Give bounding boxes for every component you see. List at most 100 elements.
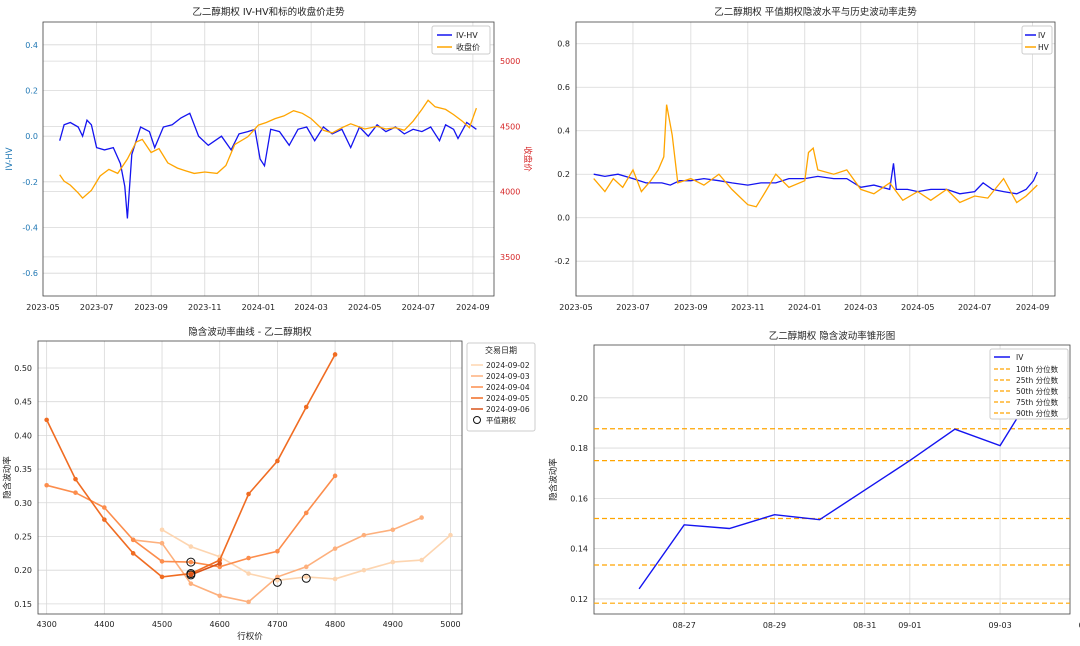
y-tick-label: -0.2 bbox=[22, 178, 38, 187]
data-point bbox=[246, 555, 251, 561]
data-point bbox=[390, 527, 396, 533]
chart-title: 乙二醇期权 隐含波动率锥形图 bbox=[769, 330, 896, 342]
x-tick-label: 08-27 bbox=[673, 621, 696, 630]
chart-iv-smile: 隐含波动率曲线 - 乙二醇期权 0.15 0.20 0.25 0.30 0.35 0.40 0… bbox=[2, 326, 536, 642]
data-point bbox=[390, 559, 396, 565]
y-tick-label: 0.0 bbox=[557, 214, 570, 223]
x-tick-label: 2023-09 bbox=[134, 303, 167, 312]
x-tick-label: 4300 bbox=[36, 620, 56, 629]
legend-label: IV-HV bbox=[456, 31, 478, 40]
legend-label: 2024-09-06 bbox=[486, 405, 530, 414]
series-line-2024-09-06 bbox=[190, 562, 220, 576]
data-point bbox=[303, 510, 309, 516]
chart-iv-hv-close: 乙二醇期权 IV-HV和标的收盘价走势 -0.6 -0.4 -0.2 0.0 0.2 0.4… bbox=[5, 6, 533, 312]
y-tick-label: 0.20 bbox=[14, 566, 32, 575]
data-point bbox=[332, 576, 338, 582]
x-tick-label: 2024-01 bbox=[242, 303, 275, 312]
x-tick-label: 2024-07 bbox=[958, 303, 991, 312]
chart-title: 乙二醇期权 IV-HV和标的收盘价走势 bbox=[192, 6, 345, 18]
x-tick-label: 2024-03 bbox=[844, 303, 877, 312]
atm-marker bbox=[186, 570, 196, 580]
chart-atm-iv-hv: 乙二醇期权 平值期权隐波水平与历史波动率走势 -0.2 0.0 0.2 0.4 0.6 0.… bbox=[554, 6, 1056, 312]
series-line-close-price bbox=[59, 99, 478, 200]
legend-label: 2024-09-02 bbox=[486, 361, 530, 370]
y-tick-label: -0.2 bbox=[554, 257, 570, 266]
y-axis-label: 隐含波动率 bbox=[2, 456, 13, 499]
data-point bbox=[246, 571, 251, 576]
legend-label: IV bbox=[1016, 353, 1024, 362]
x-tick-label: 4500 bbox=[152, 620, 172, 629]
x-tick-label: 2024-01 bbox=[788, 303, 821, 312]
y-tick-label: 0.45 bbox=[14, 398, 32, 407]
y-axis-label: 隐含波动率 bbox=[548, 458, 559, 501]
series-line-iv bbox=[638, 372, 1046, 590]
data-point bbox=[419, 557, 424, 563]
data-point bbox=[419, 515, 424, 520]
legend-label: 2024-09-05 bbox=[486, 394, 530, 403]
y-tick-label: 0.4 bbox=[25, 41, 38, 50]
series-line-2024-09-02 bbox=[161, 529, 452, 582]
x-tick-label: 4900 bbox=[383, 620, 403, 629]
y-tick-label: 0.4 bbox=[557, 127, 570, 136]
data-point bbox=[361, 567, 367, 573]
x-tick-label: 2024-03 bbox=[294, 303, 327, 312]
x-tick-label: 2023-11 bbox=[731, 303, 764, 312]
data-point bbox=[275, 549, 280, 554]
data-point bbox=[332, 352, 338, 357]
legend-label: 90th 分位数 bbox=[1016, 408, 1059, 418]
x-tick-label: 2024-07 bbox=[402, 303, 435, 312]
y2-tick-label: 3500 bbox=[500, 253, 520, 262]
y2-tick-label: 4500 bbox=[500, 122, 520, 131]
x-tick-label: 5000 bbox=[440, 620, 460, 629]
y-tick-label: -0.4 bbox=[22, 224, 38, 233]
legend-label: 10th 分位数 bbox=[1016, 364, 1059, 374]
data-point bbox=[217, 561, 223, 566]
atm-marker bbox=[301, 573, 311, 583]
x-tick-label: 2023-07 bbox=[80, 303, 113, 312]
data-point bbox=[102, 517, 107, 522]
series-line-hv bbox=[593, 104, 1038, 208]
y-axis-label: IV-HV bbox=[5, 147, 15, 170]
legend-label: HV bbox=[1038, 43, 1050, 52]
x-tick-label: 2024-09 bbox=[1016, 303, 1049, 312]
data-point bbox=[188, 581, 194, 586]
y-tick-label: 0.14 bbox=[570, 545, 588, 554]
data-point bbox=[275, 577, 280, 583]
legend-atm-marker bbox=[473, 416, 481, 424]
data-point bbox=[159, 574, 165, 580]
series-line-2024-09-05 bbox=[45, 354, 336, 578]
legend-title: 交易日期 bbox=[485, 345, 517, 355]
data-point bbox=[217, 593, 223, 599]
x-tick-label: 2024-05 bbox=[901, 303, 934, 312]
legend-label: 50th 分位数 bbox=[1016, 386, 1059, 396]
y-tick-label: 0.20 bbox=[570, 394, 588, 403]
data-point bbox=[246, 599, 251, 605]
y-tick-label: 0.0 bbox=[25, 132, 38, 141]
series-line-2024-09-04 bbox=[46, 475, 336, 568]
data-point bbox=[303, 404, 309, 410]
x-tick-label: 4800 bbox=[325, 620, 345, 629]
chart-iv-cone: 乙二醇期权 隐含波动率锥形图 0.12 0.14 0.16 0.18 0.20 08-27 0… bbox=[548, 330, 1080, 630]
y-tick-label: 0.18 bbox=[570, 444, 588, 453]
legend-label: 平值期权 bbox=[486, 415, 516, 425]
atm-marker bbox=[186, 557, 196, 567]
data-point bbox=[44, 417, 49, 423]
x-tick-label: 2023-05 bbox=[559, 303, 592, 312]
y2-tick-label: 4000 bbox=[500, 188, 520, 197]
series-line-iv bbox=[593, 163, 1038, 195]
data-point bbox=[275, 458, 280, 464]
data-point bbox=[188, 572, 194, 578]
plot-frame bbox=[37, 340, 463, 615]
legend-label: 75th 分位数 bbox=[1016, 397, 1059, 407]
y2-axis-label: 收盘价 bbox=[522, 146, 533, 172]
y-tick-label: 0.50 bbox=[14, 364, 32, 373]
x-tick-label: 08-29 bbox=[763, 621, 786, 630]
legend-box bbox=[466, 342, 536, 432]
atm-marker bbox=[272, 577, 282, 587]
y-tick-label: -0.6 bbox=[22, 269, 38, 278]
data-point bbox=[102, 505, 107, 510]
data-point bbox=[303, 574, 309, 580]
legend-label: IV bbox=[1038, 31, 1046, 40]
y-tick-label: 0.2 bbox=[557, 170, 570, 179]
y-tick-label: 0.16 bbox=[570, 494, 588, 503]
